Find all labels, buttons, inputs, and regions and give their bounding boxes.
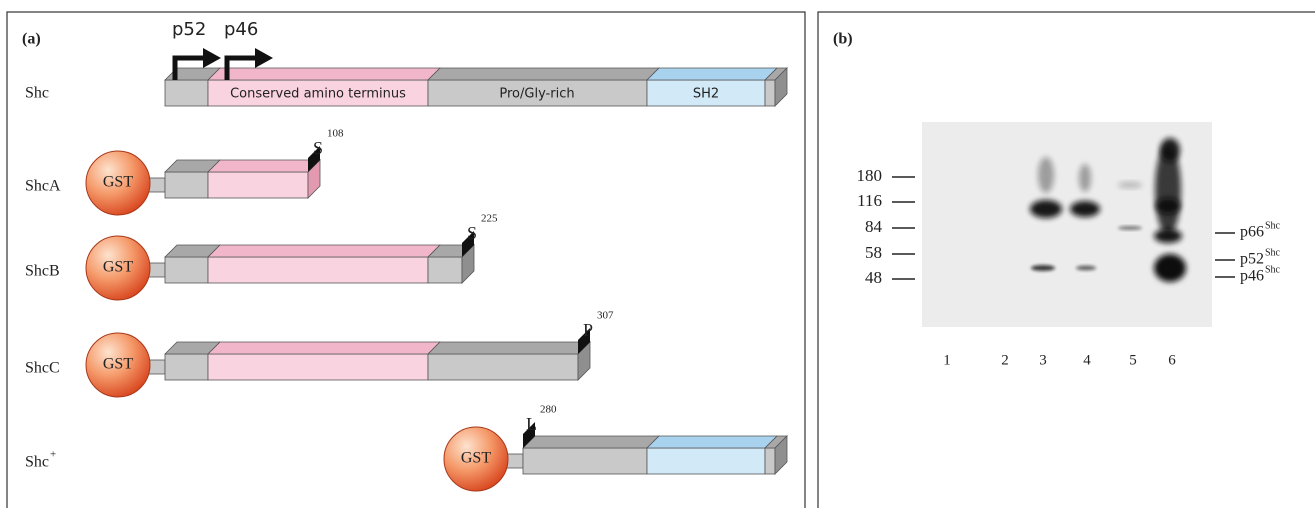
tag-label: GST <box>103 174 133 191</box>
residue-position: 225 <box>481 213 498 225</box>
bar-segment <box>165 172 208 198</box>
band <box>1070 201 1100 217</box>
bar-segment <box>165 354 208 380</box>
band-superscript: Shc <box>1265 264 1281 275</box>
bar-top <box>647 436 777 448</box>
promoter-label: p46 <box>224 19 258 40</box>
lane-label: 6 <box>1168 352 1176 368</box>
bar-segment <box>647 448 765 474</box>
row-label: ShcC <box>25 360 60 377</box>
bar-segment <box>765 80 775 106</box>
residue-position: 280 <box>540 404 557 416</box>
residue-position: 307 <box>597 310 614 322</box>
bar-top <box>523 436 659 448</box>
band <box>1076 266 1096 271</box>
row-label: ShcA <box>25 178 61 195</box>
tag-label: GST <box>461 450 491 467</box>
bar-segment <box>523 448 647 474</box>
band-label: p66 <box>1240 224 1264 241</box>
bar-top <box>428 68 659 80</box>
band <box>1038 157 1054 193</box>
marker-label: 116 <box>857 191 882 210</box>
domain-label: SH2 <box>693 87 719 102</box>
band <box>1079 164 1091 192</box>
lane-label: 3 <box>1039 352 1047 368</box>
marker-label: 180 <box>857 166 883 185</box>
bar-segment <box>428 257 462 283</box>
figure: (a) (b) Shc Conserved amino terminus Pro/G… <box>0 0 1315 508</box>
marker-label: 48 <box>865 268 882 287</box>
bar-segment <box>165 257 208 283</box>
lane-label: 4 <box>1083 352 1091 368</box>
band <box>1156 198 1180 214</box>
row-label: Shc <box>25 454 49 471</box>
band-superscript: Shc <box>1265 220 1281 231</box>
row-label-superscript: + <box>50 449 56 461</box>
bar-top <box>428 342 590 354</box>
bar-top <box>208 160 320 172</box>
band <box>1031 265 1055 271</box>
residue-label: S <box>313 138 323 158</box>
domain-label: Pro/Gly-rich <box>499 87 574 102</box>
band <box>1160 138 1180 162</box>
panel-label: (b) <box>833 31 853 48</box>
band <box>1030 200 1062 218</box>
band <box>1154 229 1182 243</box>
row-label: ShcB <box>25 263 60 280</box>
band <box>1154 254 1186 282</box>
bar-segment <box>208 257 428 283</box>
lane-label: 2 <box>1001 352 1009 368</box>
residue-position: 108 <box>327 128 344 140</box>
tag-label: GST <box>103 356 133 373</box>
panel-label: (a) <box>22 31 41 48</box>
bar-segment <box>765 448 775 474</box>
band <box>1118 182 1142 188</box>
domain-label: Conserved amino terminus <box>230 87 406 102</box>
bar-segment <box>208 354 428 380</box>
bar-top <box>208 342 440 354</box>
band-label: p52 <box>1240 251 1264 268</box>
bar-top <box>208 245 440 257</box>
bar-top <box>208 68 440 80</box>
promoter-label: p52 <box>172 19 206 40</box>
bar-segment <box>208 172 308 198</box>
bar-segment <box>165 80 208 106</box>
marker-label: 58 <box>865 243 882 262</box>
band-label: p46 <box>1240 268 1264 285</box>
band-superscript: Shc <box>1265 247 1281 258</box>
marker-label: 84 <box>865 217 883 236</box>
row-label: Shc <box>25 85 49 102</box>
band <box>1118 226 1142 230</box>
lane-label: 1 <box>943 352 951 368</box>
bar-top <box>647 68 777 80</box>
lane-label: 5 <box>1129 352 1137 368</box>
residue-label: S <box>467 223 477 243</box>
residue-label: P <box>583 320 593 340</box>
tag-label: GST <box>103 259 133 276</box>
bar-segment <box>428 354 578 380</box>
residue-label: L <box>526 414 537 434</box>
